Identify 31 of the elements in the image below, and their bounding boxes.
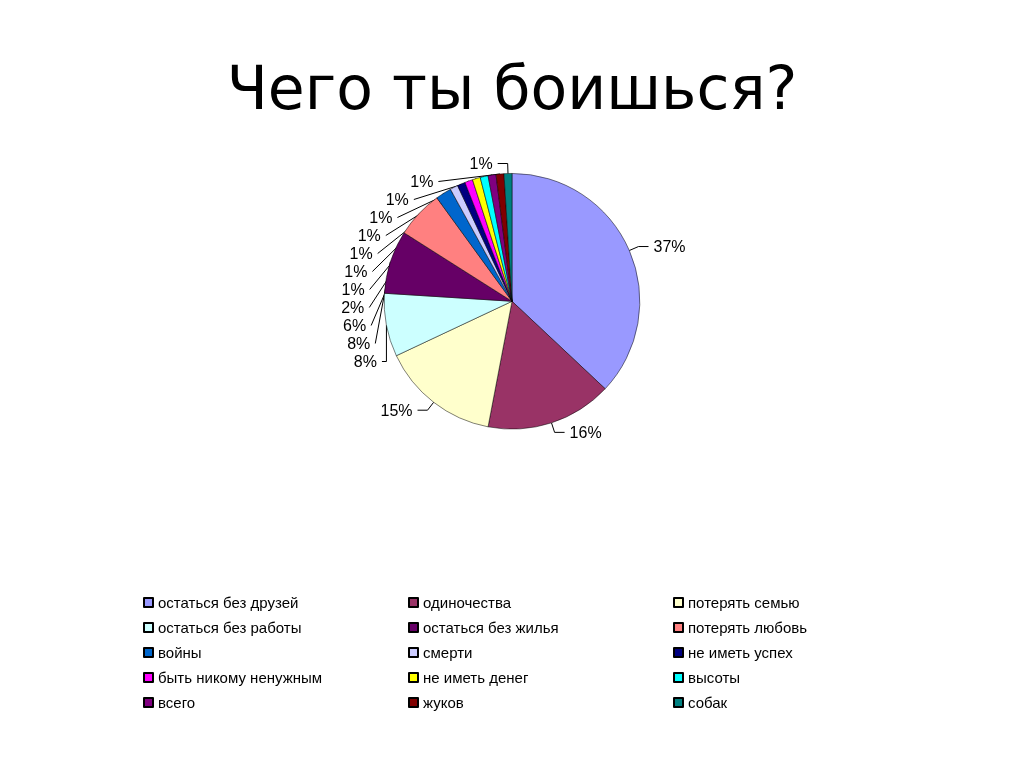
legend-label: остаться без работы	[158, 619, 302, 636]
legend-label: остаться без друзей	[158, 594, 299, 611]
data-label: 1%	[369, 209, 393, 227]
legend-label: не иметь успех	[688, 644, 794, 661]
legend-label: всего	[158, 694, 196, 711]
legend-label: собак	[688, 694, 728, 711]
chart-title: Чего ты боишься?	[226, 53, 798, 123]
legend-label: потерять семью	[688, 594, 800, 611]
legend-label: потерять любовь	[688, 619, 808, 636]
data-label: 1%	[341, 281, 365, 299]
data-label: 8%	[353, 353, 377, 371]
data-label: 15%	[380, 401, 413, 419]
data-label: 2%	[341, 299, 365, 317]
legend-label: быть никому ненужным	[158, 669, 323, 686]
legend-label: смерти	[423, 644, 473, 661]
data-label: 8%	[347, 335, 371, 353]
data-label: 1%	[385, 191, 409, 209]
data-label: 1%	[410, 173, 434, 191]
data-label: 37%	[653, 238, 686, 256]
legend-label: одиночества	[423, 594, 512, 611]
data-label: 1%	[344, 263, 368, 281]
legend-label: высоты	[688, 669, 741, 686]
data-label: 1%	[357, 227, 381, 245]
data-label: 1%	[469, 155, 493, 173]
legend-label: остаться без жилья	[423, 619, 559, 636]
data-label: 6%	[343, 317, 367, 335]
legend-label: войны	[158, 644, 202, 661]
data-label: 16%	[569, 423, 602, 441]
data-label: 1%	[349, 245, 373, 263]
legend-label: жуков	[423, 694, 464, 711]
legend-label: не иметь денег	[423, 669, 529, 686]
